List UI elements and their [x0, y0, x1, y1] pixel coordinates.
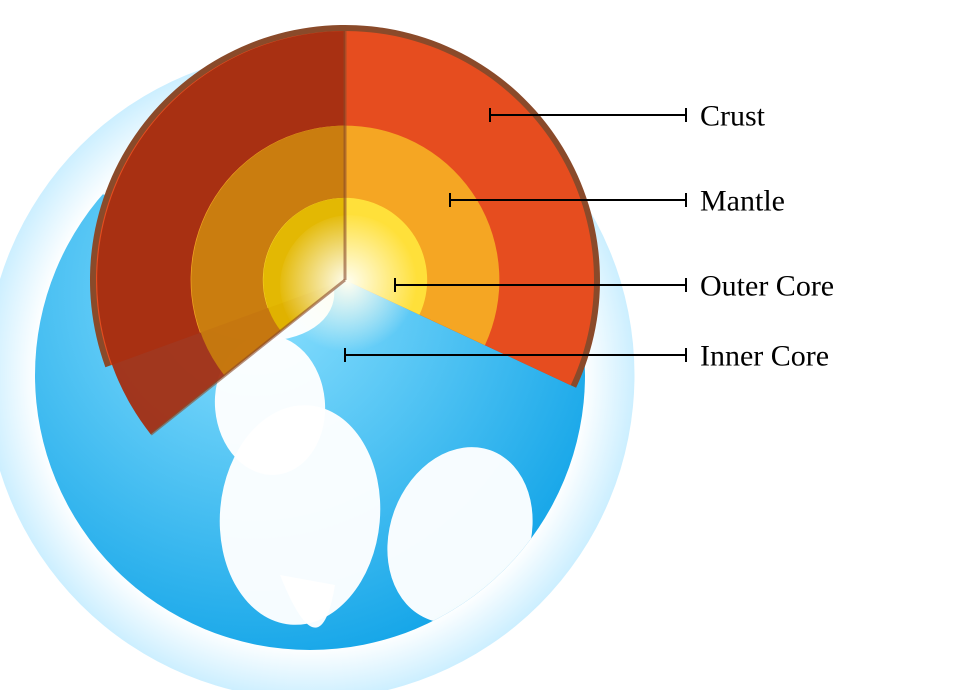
label-text-outer_core: Outer Core: [700, 270, 834, 303]
earth-layers-diagram: Crust Mantle Outer Core Inner Core: [0, 0, 964, 690]
label-text-inner_core: Inner Core: [700, 340, 829, 373]
label-text-crust: Crust: [700, 100, 766, 133]
label-text-mantle: Mantle: [700, 185, 785, 218]
